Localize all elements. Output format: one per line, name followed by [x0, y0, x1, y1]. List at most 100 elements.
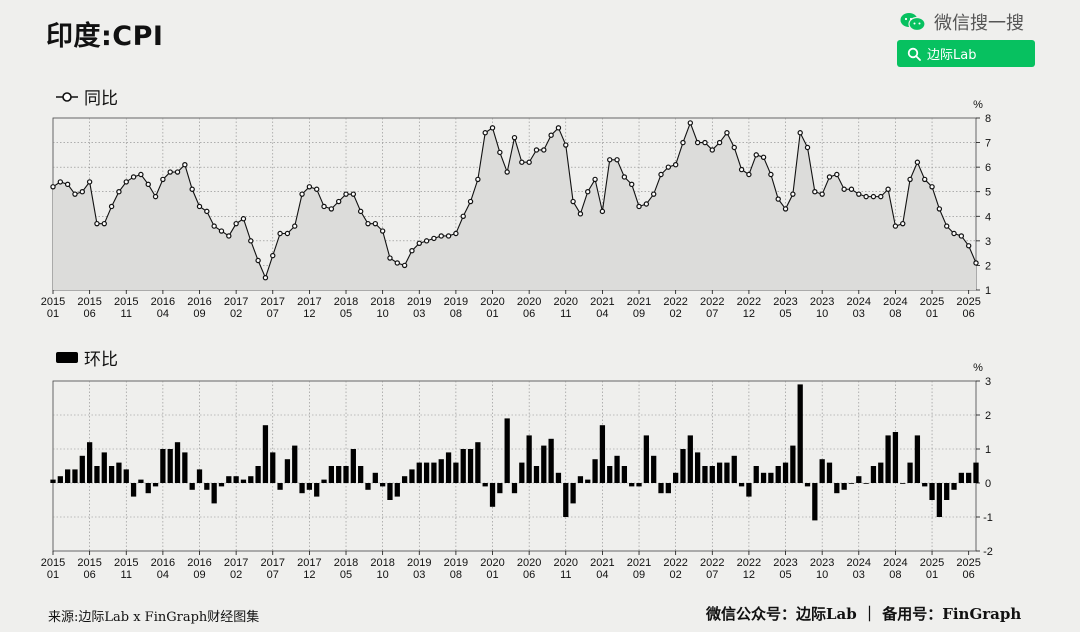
- data-point: [174, 169, 181, 175]
- data-bar: [753, 466, 759, 483]
- legend-yoy-label: 同比: [84, 89, 118, 109]
- data-point: [497, 149, 503, 156]
- data-point: [123, 179, 129, 185]
- data-bar: [951, 483, 957, 490]
- data-bar: [746, 483, 752, 497]
- data-bar: [973, 462, 979, 483]
- data-point: [892, 223, 899, 229]
- data-bar: [804, 483, 811, 487]
- data-point: [951, 230, 957, 237]
- x-tick-month: 08: [450, 308, 462, 320]
- y-tick-label: 3: [985, 376, 991, 388]
- x-tick-year: 2015: [114, 296, 138, 308]
- data-bar: [834, 483, 840, 494]
- data-point: [72, 191, 78, 197]
- data-point: [277, 230, 283, 237]
- data-point: [328, 206, 335, 212]
- x-tick-year: 2018: [370, 557, 394, 569]
- x-tick-year: 2023: [773, 296, 797, 308]
- data-bar: [255, 466, 261, 483]
- data-bar: [555, 472, 562, 483]
- data-point: [445, 233, 452, 239]
- x-tick-month: 06: [84, 308, 96, 320]
- x-tick-month: 07: [267, 308, 279, 320]
- wechat-search-box[interactable]: 边际Lab: [897, 40, 1035, 67]
- data-point: [856, 191, 862, 197]
- data-point: [50, 184, 56, 190]
- data-bar: [878, 462, 884, 483]
- data-point: [819, 191, 825, 197]
- data-bar: [511, 483, 518, 494]
- x-tick-year: 2021: [590, 296, 614, 308]
- data-point: [218, 228, 225, 234]
- data-bar: [775, 466, 781, 483]
- data-bar: [497, 483, 503, 494]
- x-tick-month: 06: [523, 569, 535, 581]
- data-bar: [936, 483, 943, 517]
- data-point: [775, 196, 781, 202]
- data-point: [753, 152, 759, 158]
- x-tick-month: 04: [157, 308, 169, 320]
- x-tick-month: 12: [743, 569, 755, 581]
- x-tick-month: 01: [47, 308, 59, 320]
- data-bar: [563, 483, 569, 517]
- x-tick-month: 10: [377, 569, 389, 581]
- x-tick-month: 05: [340, 308, 352, 320]
- page-title: 印度:CPI: [46, 21, 164, 52]
- data-point: [226, 233, 232, 239]
- x-tick-year: 2018: [334, 296, 358, 308]
- y-tick-label: 2: [985, 410, 991, 422]
- data-point: [570, 198, 576, 205]
- y-tick-label: -1: [983, 512, 993, 524]
- data-bar: [577, 476, 584, 483]
- data-bar: [826, 462, 833, 483]
- data-point: [563, 142, 569, 148]
- x-tick-year: 2025: [956, 557, 980, 569]
- data-point: [299, 191, 305, 197]
- data-point: [797, 130, 803, 136]
- x-tick-month: 07: [706, 569, 718, 581]
- data-bar: [380, 483, 386, 487]
- data-bar: [204, 483, 210, 490]
- data-point: [489, 125, 496, 131]
- x-tick-month: 03: [853, 569, 865, 581]
- data-point: [64, 181, 71, 188]
- data-bar: [621, 466, 628, 483]
- x-tick-month: 08: [889, 308, 901, 320]
- plot-frame: [52, 380, 977, 552]
- data-bar: [328, 466, 334, 483]
- data-point: [922, 176, 928, 183]
- x-tick-month: 09: [633, 569, 645, 581]
- data-bar: [226, 476, 232, 483]
- data-bar: [475, 442, 481, 483]
- data-bar: [724, 462, 730, 483]
- data-bar: [702, 466, 708, 483]
- data-bar: [233, 476, 239, 483]
- y-tick-label: 3: [985, 236, 991, 248]
- data-bar: [819, 459, 825, 483]
- x-tick-year: 2020: [554, 557, 578, 569]
- data-point: [365, 220, 371, 227]
- data-bar: [680, 449, 686, 483]
- data-bar: [914, 435, 921, 483]
- data-bar: [79, 455, 85, 483]
- data-bar: [401, 476, 408, 483]
- mom-bar-chart: -2-10123%2015012015062015112016042016092…: [41, 362, 993, 581]
- data-bar: [453, 462, 459, 483]
- data-bar: [445, 452, 452, 483]
- x-tick-year: 2020: [517, 557, 541, 569]
- data-point: [709, 147, 715, 153]
- data-point: [240, 216, 247, 222]
- x-tick-month: 10: [816, 569, 828, 581]
- data-point: [607, 157, 613, 163]
- data-point: [900, 220, 906, 227]
- x-tick-year: 2022: [663, 296, 687, 308]
- data-bar: [423, 462, 430, 483]
- data-bar: [145, 483, 151, 494]
- x-tick-year: 2022: [663, 557, 687, 569]
- data-bar: [467, 449, 474, 483]
- x-tick-month: 02: [230, 569, 242, 581]
- data-bar: [614, 455, 620, 483]
- x-tick-year: 2025: [920, 557, 944, 569]
- data-bar: [629, 483, 635, 487]
